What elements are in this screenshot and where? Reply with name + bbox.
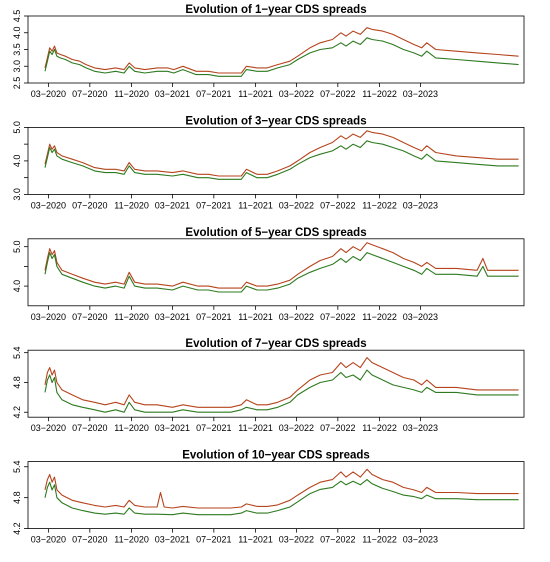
y-tick-label: 4.5: [12, 10, 22, 23]
x-tick-label: 03−2020: [31, 200, 66, 210]
x-tick-label: 03−2021: [155, 89, 190, 99]
series-line-lower: [44, 252, 519, 293]
series-line-lower: [44, 37, 519, 77]
x-tick-label: 11−2021: [238, 200, 273, 210]
x-tick-label: 03−2021: [155, 535, 190, 545]
x-tick-label: 03−2022: [279, 535, 314, 545]
series-line-lower: [44, 140, 519, 180]
x-tick-label: 03−2021: [155, 200, 190, 210]
x-tick-label: 11−2022: [362, 200, 397, 210]
x-tick-label: 11−2021: [238, 535, 273, 545]
y-tick-label: 4.0: [12, 26, 22, 39]
y-tick-label: 2.5: [12, 77, 22, 90]
x-tick-label: 07−2020: [72, 89, 107, 99]
x-tick-label: 07−2021: [196, 89, 231, 99]
plot-frame: [27, 127, 525, 195]
x-tick-label: 07−2020: [72, 200, 107, 210]
y-tick-label: 5.4: [12, 346, 22, 359]
x-tick-label: 03−2020: [31, 423, 66, 433]
x-tick-label: 07−2021: [196, 312, 231, 322]
y-tick-label: 4.0: [12, 280, 22, 293]
plot-frame: [27, 349, 525, 418]
x-tick-label: 03−2020: [31, 535, 66, 545]
x-tick-label: 11−2020: [114, 423, 149, 433]
x-tick-label: 07−2022: [320, 423, 355, 433]
x-tick-label: 07−2022: [320, 312, 355, 322]
x-tick-label: 07−2020: [72, 535, 107, 545]
x-tick-label: 03−2022: [279, 312, 314, 322]
series-line-upper: [44, 357, 519, 408]
x-tick-label: 07−2021: [196, 200, 231, 210]
x-tick-label: 03−2022: [279, 423, 314, 433]
x-tick-label: 07−2021: [196, 423, 231, 433]
x-tick-label: 03−2023: [403, 200, 438, 210]
x-tick-label: 11−2020: [114, 200, 149, 210]
x-tick-label: 11−2020: [114, 535, 149, 545]
x-tick-label: 11−2021: [238, 312, 273, 322]
panel-title: Evolution of 5−year CDS spreads: [185, 227, 366, 239]
x-tick-label: 07−2021: [196, 535, 231, 545]
y-tick-label: 4.2: [12, 522, 22, 535]
x-tick-label: 11−2021: [238, 89, 273, 99]
series-line-upper: [44, 130, 519, 177]
series-line-lower: [44, 479, 519, 516]
x-tick-label: 03−2023: [403, 312, 438, 322]
x-tick-label: 03−2020: [31, 312, 66, 322]
x-tick-label: 03−2023: [403, 423, 438, 433]
x-tick-label: 03−2020: [31, 89, 66, 99]
series-line-upper: [44, 468, 519, 509]
series-line-upper: [44, 27, 519, 74]
x-tick-label: 11−2022: [362, 423, 397, 433]
y-tick-label: 5.0: [12, 240, 22, 253]
series-line-upper: [44, 242, 519, 289]
x-tick-label: 07−2022: [320, 535, 355, 545]
series-line-lower: [44, 369, 519, 413]
x-tick-label: 07−2020: [72, 312, 107, 322]
y-tick-label: 4.8: [12, 491, 22, 504]
x-tick-label: 07−2022: [320, 89, 355, 99]
y-tick-label: 3.0: [12, 188, 22, 201]
y-tick-label: 3.0: [12, 60, 22, 73]
x-tick-label: 11−2020: [114, 312, 149, 322]
y-tick-label: 3.5: [12, 43, 22, 56]
panel-title: Evolution of 7−year CDS spreads: [185, 338, 366, 350]
x-tick-label: 11−2022: [362, 535, 397, 545]
y-tick-label: 4.2: [12, 406, 22, 419]
plot-frame: [27, 238, 525, 307]
y-tick-label: 4.0: [12, 155, 22, 168]
x-tick-label: 07−2022: [320, 200, 355, 210]
x-tick-label: 11−2020: [114, 89, 149, 99]
x-tick-label: 11−2022: [362, 312, 397, 322]
x-tick-label: 03−2022: [279, 89, 314, 99]
x-tick-label: 03−2023: [403, 89, 438, 99]
panel-title: Evolution of 3−year CDS spreads: [185, 115, 366, 127]
x-tick-label: 03−2023: [403, 535, 438, 545]
y-tick-label: 4.8: [12, 376, 22, 389]
panel-title: Evolution of 1−year CDS spreads: [185, 4, 366, 16]
x-tick-label: 03−2021: [155, 312, 190, 322]
panel-title: Evolution of 10−year CDS spreads: [182, 450, 370, 462]
y-tick-label: 5.4: [12, 460, 22, 473]
x-tick-label: 11−2022: [362, 89, 397, 99]
plot-frame: [27, 461, 525, 530]
x-tick-label: 03−2022: [279, 200, 314, 210]
x-tick-label: 11−2021: [238, 423, 273, 433]
y-tick-label: 5.0: [12, 121, 22, 134]
x-tick-label: 03−2021: [155, 423, 190, 433]
x-tick-label: 07−2020: [72, 423, 107, 433]
